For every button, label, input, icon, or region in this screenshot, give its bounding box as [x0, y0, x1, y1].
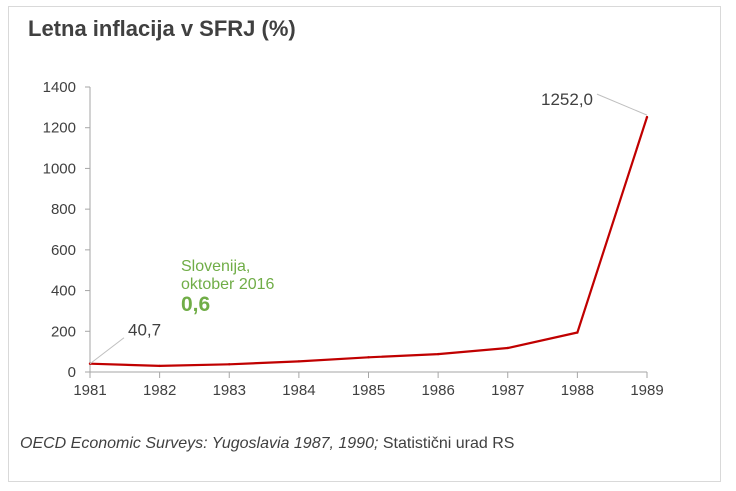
- data-point: [436, 352, 440, 356]
- x-tick-label: 1984: [282, 382, 315, 399]
- leader-line-last: [596, 93, 648, 116]
- y-tick-label: 1400: [43, 79, 76, 96]
- data-point: [576, 331, 579, 334]
- data-label-last: 1252,0: [541, 90, 593, 109]
- y-tick-label: 0: [68, 364, 76, 381]
- source-plain: Statistični urad RS: [378, 435, 515, 452]
- chart-title: Letna inflacija v SFRJ (%): [28, 16, 296, 41]
- y-tick-label: 600: [51, 242, 76, 259]
- y-tick-label: 200: [51, 323, 76, 340]
- data-point: [367, 356, 370, 359]
- source-italic: OECD Economic Surveys: Yugoslavia 1987, …: [20, 435, 379, 452]
- x-tick-label: 1988: [561, 382, 594, 399]
- data-point: [506, 346, 509, 350]
- data-point: [158, 364, 161, 368]
- data-point: [297, 360, 301, 363]
- source-note: OECD Economic Surveys: Yugoslavia 1987, …: [20, 435, 514, 453]
- y-tick-label: 400: [51, 283, 76, 300]
- x-tick-label: 1987: [491, 382, 524, 399]
- slovenia-annotation: Slovenija, oktober 2016 0,6: [181, 258, 275, 316]
- x-tick-label: 1985: [352, 382, 385, 399]
- leader-line-first: [89, 337, 125, 365]
- data-point: [228, 363, 231, 366]
- annotation-line1: Slovenija,: [181, 258, 251, 275]
- x-tick-label: 1989: [630, 382, 663, 399]
- x-tick-label: 1983: [213, 382, 246, 399]
- y-tick-label: 800: [51, 201, 76, 218]
- data-label-first: 40,7: [128, 321, 161, 340]
- chart-frame: [8, 6, 721, 482]
- annotation-line2: oktober 2016: [181, 276, 275, 293]
- x-tick-label: 1981: [73, 382, 106, 399]
- inflation-series-line: [89, 116, 649, 367]
- y-tick-label: 1000: [43, 160, 76, 177]
- x-tick-label: 1982: [143, 382, 176, 399]
- x-tick-label: 1986: [421, 382, 454, 399]
- data-point: [645, 115, 649, 119]
- y-tick-label: 1200: [43, 120, 76, 137]
- annotation-value: 0,6: [181, 293, 211, 316]
